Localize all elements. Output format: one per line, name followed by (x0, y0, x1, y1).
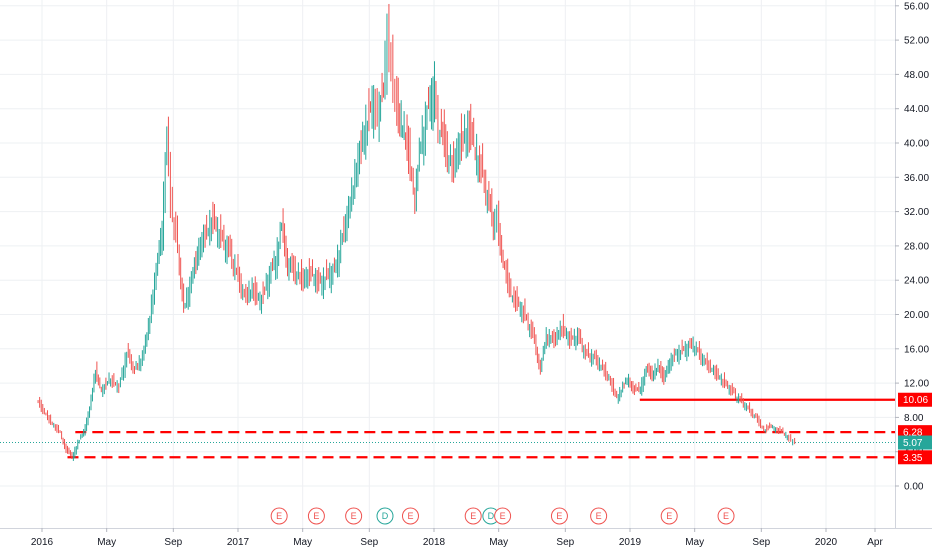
level-lines[interactable] (0, 398, 895, 459)
y-tick-label: 36.00 (904, 173, 929, 184)
y-tick-label: 28.00 (904, 241, 929, 252)
earnings-marker[interactable]: E (307, 507, 325, 525)
event-label: D (488, 511, 495, 521)
current-price-badge-bg (898, 435, 932, 450)
x-tick-label: Apr (867, 537, 883, 548)
y-tick-label: 12.00 (904, 379, 929, 390)
earnings-marker[interactable]: E (494, 507, 512, 525)
x-tick-label: Sep (752, 537, 770, 548)
y-tick-label: 20.00 (904, 310, 929, 321)
earnings-marker[interactable]: E (550, 507, 568, 525)
event-label: D (382, 511, 389, 521)
event-circle (401, 507, 419, 525)
event-label: E (313, 511, 319, 521)
earnings-marker[interactable]: E (717, 507, 735, 525)
level-badge: 10.06 (903, 395, 928, 406)
event-circle (494, 507, 512, 525)
event-label: E (596, 511, 602, 521)
earnings-marker[interactable]: E (590, 507, 608, 525)
event-label: E (351, 511, 357, 521)
event-label: E (556, 511, 562, 521)
y-tick-label: 40.00 (904, 139, 929, 150)
time-axis[interactable]: 2016 May Sep 2017 May Sep 2018 May Sep 2019 May Sep… (31, 528, 884, 548)
y-tick-label: 48.00 (904, 70, 929, 81)
level-badge: 3.35 (903, 453, 923, 464)
x-tick-label: May (489, 537, 508, 548)
price-badges: 10.06 6.28 3.35 5.07 (898, 392, 932, 465)
x-tick-label: 2020 (815, 537, 838, 548)
x-tick-label: May (685, 537, 704, 548)
y-tick-label: 16.00 (904, 344, 929, 355)
x-tick-label: May (293, 537, 312, 548)
event-label: E (276, 511, 282, 521)
earnings-marker[interactable]: E (660, 507, 678, 525)
event-circle (550, 507, 568, 525)
x-tick-label: 2016 (31, 537, 54, 548)
level-badge-bg (898, 450, 932, 465)
y-tick-label: 52.00 (904, 36, 929, 47)
event-circle (307, 507, 325, 525)
earnings-marker[interactable]: E (345, 507, 363, 525)
y-tick-label: 44.00 (904, 104, 929, 115)
level-badge: 6.28 (903, 428, 923, 439)
level-badge-bg (898, 392, 932, 407)
y-tick-label: 24.00 (904, 276, 929, 287)
event-label: E (407, 511, 413, 521)
y-tick-label: 32.00 (904, 207, 929, 218)
event-circle (376, 507, 394, 525)
price-axis[interactable]: 56.00 52.00 48.00 44.00 40.00 36.00 32.00 28.00… (895, 1, 929, 493)
x-tick-label: Sep (164, 537, 182, 548)
event-label: E (500, 511, 506, 521)
y-tick-label: 56.00 (904, 1, 929, 12)
earnings-marker[interactable]: E (401, 507, 419, 525)
y-tick-label: 8.00 (904, 413, 924, 424)
event-circle (464, 507, 482, 525)
earnings-marker[interactable]: E (270, 507, 288, 525)
x-tick-label: 2018 (423, 537, 446, 548)
x-tick-label: 2019 (619, 537, 642, 548)
event-label: E (723, 511, 729, 521)
grid (0, 0, 895, 528)
event-circle (590, 507, 608, 525)
y-tick-label: 0.00 (904, 482, 924, 493)
event-circle (717, 507, 735, 525)
x-tick-label: Sep (360, 537, 378, 548)
event-circle (345, 507, 363, 525)
current-price-badge: 5.07 (903, 438, 923, 449)
earnings-marker[interactable]: E (464, 507, 482, 525)
dividend-marker[interactable]: D (376, 507, 394, 525)
price-series[interactable] (37, 3, 796, 461)
x-tick-label: May (97, 537, 116, 548)
x-tick-label: 2017 (227, 537, 250, 548)
event-label: E (666, 511, 672, 521)
event-label: E (470, 511, 476, 521)
x-tick-label: Sep (556, 537, 574, 548)
event-circle (660, 507, 678, 525)
event-circle (270, 507, 288, 525)
